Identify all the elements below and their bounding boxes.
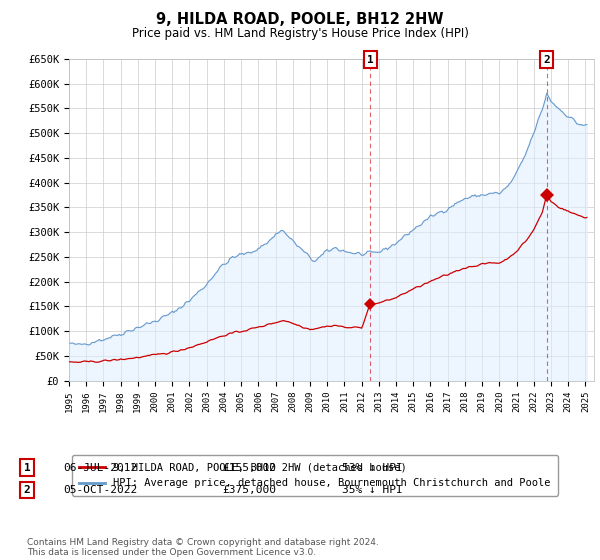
Text: 2: 2 — [543, 55, 550, 65]
Text: Price paid vs. HM Land Registry's House Price Index (HPI): Price paid vs. HM Land Registry's House … — [131, 27, 469, 40]
Text: 35% ↓ HPI: 35% ↓ HPI — [342, 485, 403, 495]
Text: 06-JUL-2012: 06-JUL-2012 — [63, 463, 137, 473]
Legend: 9, HILDA ROAD, POOLE, BH12 2HW (detached house), HPI: Average price, detached ho: 9, HILDA ROAD, POOLE, BH12 2HW (detached… — [71, 455, 558, 496]
Text: £155,000: £155,000 — [222, 463, 276, 473]
Text: 1: 1 — [367, 55, 374, 65]
Text: 05-OCT-2022: 05-OCT-2022 — [63, 485, 137, 495]
Text: £375,000: £375,000 — [222, 485, 276, 495]
Text: 1: 1 — [23, 463, 31, 473]
Text: 9, HILDA ROAD, POOLE, BH12 2HW: 9, HILDA ROAD, POOLE, BH12 2HW — [156, 12, 444, 27]
Text: 2: 2 — [23, 485, 31, 495]
Text: 53% ↓ HPI: 53% ↓ HPI — [342, 463, 403, 473]
Text: Contains HM Land Registry data © Crown copyright and database right 2024.
This d: Contains HM Land Registry data © Crown c… — [27, 538, 379, 557]
